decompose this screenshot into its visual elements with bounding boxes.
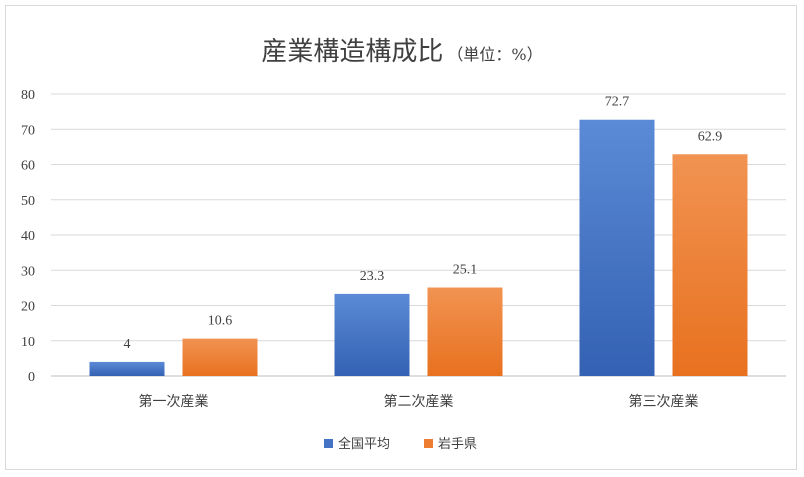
y-tick-label: 0	[28, 370, 35, 385]
chart-title: 産業構造構成比 （単位：%）	[261, 37, 542, 67]
bar-national-3	[579, 119, 655, 377]
chart-title-main: 産業構造構成比	[261, 37, 443, 67]
chart-area: 産業構造構成比 （単位：%） 0 10 20 30 40 50 60 70 80 4 10.6 23.…	[5, 5, 797, 470]
y-tick-label: 60	[21, 159, 35, 174]
bar-iwate-1	[182, 338, 258, 376]
legend-swatch	[424, 439, 433, 448]
data-labels: 4 10.6 23.3 25.1 72.7 62.9	[124, 95, 723, 352]
y-tick-label: 20	[21, 300, 35, 315]
bar-iwate-3	[672, 154, 748, 376]
data-label: 72.7	[605, 95, 630, 110]
bar-chart: 産業構造構成比 （単位：%） 0 10 20 30 40 50 60 70 80 4 10.6 23.…	[21, 37, 786, 452]
y-tick-label: 40	[21, 229, 35, 244]
legend-label: 岩手県	[438, 437, 477, 452]
y-tick-label: 50	[21, 194, 35, 209]
x-axis: 第一次産業 第二次産業 第三次産業	[139, 393, 699, 410]
data-label: 62.9	[698, 129, 723, 144]
gridlines	[51, 93, 786, 377]
bars	[89, 119, 748, 377]
y-tick-label: 10	[21, 335, 35, 350]
data-label: 4	[124, 337, 131, 352]
y-tick-label: 30	[21, 264, 35, 279]
legend-swatch	[324, 439, 333, 448]
data-label: 25.1	[453, 263, 478, 278]
y-tick-label: 80	[21, 88, 35, 103]
chart-title-unit: （単位：%）	[447, 45, 542, 64]
bar-national-1	[89, 361, 165, 376]
bar-national-2	[334, 293, 410, 376]
x-category-label: 第二次産業	[384, 393, 454, 410]
legend: 全国平均 岩手県	[324, 436, 477, 452]
bar-iwate-2	[427, 287, 503, 376]
legend-label: 全国平均	[338, 436, 390, 452]
y-tick-label: 70	[21, 123, 35, 138]
y-axis: 0 10 20 30 40 50 60 70 80	[21, 88, 35, 385]
data-label: 10.6	[208, 314, 233, 329]
x-category-label: 第三次産業	[629, 393, 699, 410]
data-label: 23.3	[360, 269, 385, 284]
x-category-label: 第一次産業	[139, 393, 209, 410]
